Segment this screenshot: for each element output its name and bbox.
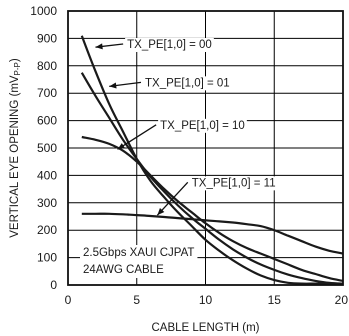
y-axis-title-main: VERTICAL EYE OPENING (mV bbox=[9, 75, 21, 238]
grid bbox=[68, 11, 343, 285]
y-axis-ticks: 0 100 200 300 400 500 600 700 800 900 1000 bbox=[30, 4, 57, 292]
annotation-label-0: TX_PE[1,0] = 00 bbox=[127, 39, 212, 51]
x-tick-label: 15 bbox=[268, 293, 282, 307]
x-axis-title: CABLE LENGTH (m) bbox=[152, 322, 260, 334]
y-tick-label: 500 bbox=[37, 141, 57, 155]
y-axis-title-subscript: P-P bbox=[13, 62, 22, 75]
annotation-label-3: TX_PE[1,0] = 11 bbox=[192, 177, 276, 189]
annotation-arrowhead-0 bbox=[95, 43, 103, 50]
x-tick-label: 0 bbox=[65, 293, 72, 307]
annotation-arrowhead-2 bbox=[117, 143, 126, 150]
y-tick-label: 300 bbox=[37, 196, 57, 210]
annotation-label-2: TX_PE[1,0] = 10 bbox=[160, 120, 245, 132]
x-axis-ticks: 0 5 10 15 20 bbox=[65, 293, 349, 307]
annotation-label-1: TX_PE[1,0] = 01 bbox=[145, 77, 230, 89]
series-line-2 bbox=[81, 135, 344, 282]
note-background bbox=[80, 245, 198, 278]
y-tick-label: 900 bbox=[37, 31, 57, 45]
series-annotations: TX_PE[1,0] = 00 TX_PE[1,0] = 01 TX_PE[1,0]… bbox=[95, 37, 278, 216]
series-line-3 bbox=[81, 212, 344, 255]
note-line-cable: 24AWG CABLE bbox=[83, 264, 164, 276]
note-line-rate: 2.5Gbps XAUI CJPAT bbox=[83, 247, 194, 259]
series-line-0 bbox=[80, 35, 343, 285]
series-lines bbox=[80, 35, 344, 285]
y-axis-title: VERTICAL EYE OPENING (mVP-P) bbox=[9, 58, 22, 238]
annotation-label-background-0 bbox=[125, 37, 214, 52]
y-tick-label: 600 bbox=[37, 114, 57, 128]
annotation-arrowhead-3 bbox=[157, 207, 165, 216]
y-tick-label: 200 bbox=[37, 223, 57, 237]
y-tick-label: 700 bbox=[37, 86, 57, 100]
x-tick-label: 10 bbox=[199, 293, 213, 307]
y-tick-label: 1000 bbox=[30, 4, 57, 18]
annotation-leader-3 bbox=[156, 181, 189, 216]
y-axis-title-close: ) bbox=[9, 58, 21, 62]
y-tick-label: 100 bbox=[37, 251, 57, 265]
annotation-label-background-2 bbox=[158, 118, 247, 133]
plot-frame bbox=[67, 10, 344, 286]
y-tick-label: 800 bbox=[37, 59, 57, 73]
series-line-1 bbox=[80, 72, 344, 285]
annotation-label-background-3 bbox=[189, 176, 278, 191]
x-tick-label: 20 bbox=[335, 293, 349, 307]
test-condition-note: 2.5Gbps XAUI CJPAT 24AWG CABLE bbox=[80, 245, 198, 278]
annotation-leader-2 bbox=[117, 124, 157, 150]
annotation-arrowhead-1 bbox=[109, 82, 117, 89]
y-tick-label: 400 bbox=[37, 168, 57, 182]
y-tick-label: 0 bbox=[50, 278, 57, 292]
annotation-label-background-1 bbox=[143, 76, 232, 91]
x-tick-label: 5 bbox=[133, 293, 140, 307]
